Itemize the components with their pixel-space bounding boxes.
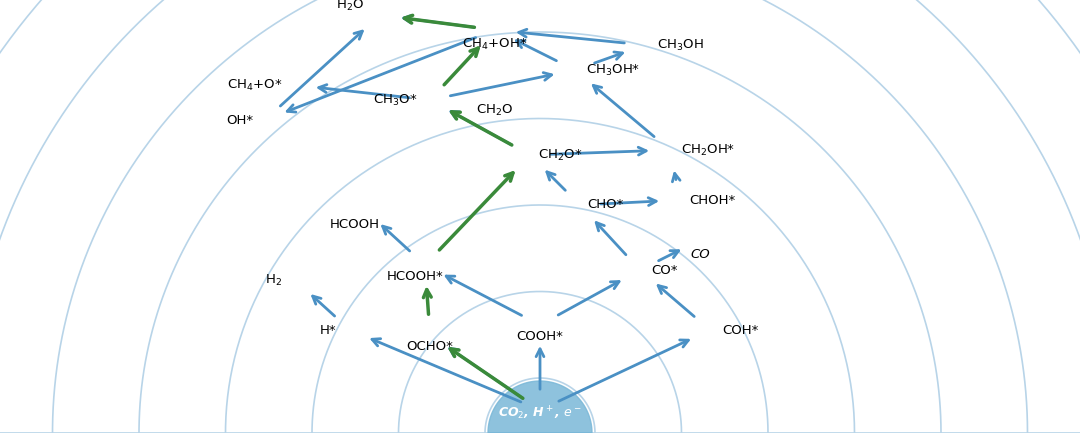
- Text: OCHO*: OCHO*: [406, 340, 454, 353]
- Text: CH$_2$O: CH$_2$O: [476, 103, 514, 117]
- Text: CH$_3$OH: CH$_3$OH: [657, 37, 703, 52]
- Text: CH$_2$OH*: CH$_2$OH*: [680, 142, 735, 158]
- Text: H$_2$O: H$_2$O: [336, 0, 364, 13]
- Text: H*: H*: [320, 323, 336, 336]
- Text: H$_2$: H$_2$: [265, 272, 282, 288]
- Text: CHO*: CHO*: [586, 198, 623, 211]
- Text: COOH*: COOH*: [516, 330, 564, 343]
- Text: OH*: OH*: [227, 113, 254, 126]
- Text: CO*: CO*: [651, 264, 678, 277]
- Text: CO: CO: [690, 248, 710, 261]
- Text: CH$_2$O*: CH$_2$O*: [538, 148, 582, 162]
- Text: HCOOH: HCOOH: [330, 217, 380, 230]
- Text: CH$_3$OH*: CH$_3$OH*: [585, 62, 640, 78]
- Text: CH$_4$+OH*: CH$_4$+OH*: [462, 36, 528, 52]
- Text: CHOH*: CHOH*: [689, 194, 735, 207]
- Text: CO$_2$, H$^+$, $e^-$: CO$_2$, H$^+$, $e^-$: [498, 404, 582, 422]
- Text: CH$_3$O*: CH$_3$O*: [373, 93, 417, 107]
- Text: COH*: COH*: [721, 323, 758, 336]
- Text: HCOOH*: HCOOH*: [387, 271, 444, 284]
- Polygon shape: [488, 381, 592, 433]
- Text: CH$_4$+O*: CH$_4$+O*: [227, 78, 283, 93]
